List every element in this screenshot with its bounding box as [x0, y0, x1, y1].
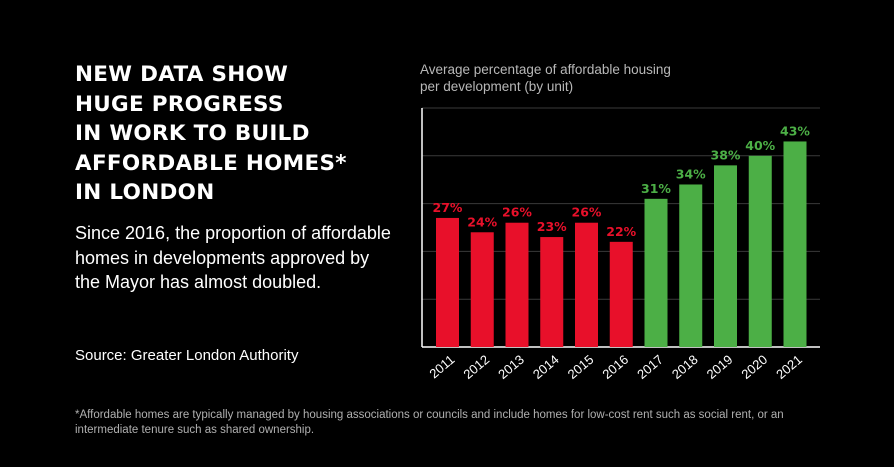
bar: [644, 198, 668, 347]
data-label: 24%: [467, 214, 497, 229]
x-tick-label: 2020: [738, 352, 770, 382]
bars: [436, 141, 807, 347]
data-label: 27%: [433, 200, 463, 215]
headline-line: HUGE PROGRESS: [75, 91, 284, 117]
data-labels: 27% 24% 26% 23% 26% 22% 31% 34% 38% 40% 43%: [433, 123, 811, 238]
bar: [609, 241, 633, 347]
x-tick-label: 2017: [634, 352, 666, 382]
x-tick-label: 2018: [669, 352, 701, 382]
headline-line: IN LONDON: [75, 180, 215, 205]
bar: [470, 232, 494, 347]
bar: [575, 222, 598, 347]
headline-line: NEW DATA SHOW: [75, 62, 289, 87]
bar: [748, 155, 772, 347]
data-label: 38%: [711, 147, 741, 162]
x-tick-label: 2015: [565, 352, 597, 382]
x-tick-label: 2019: [704, 352, 736, 382]
bar: [505, 222, 529, 347]
x-tick-label: 2011: [426, 352, 457, 381]
x-tick-label: 2021: [773, 352, 805, 382]
data-label: 26%: [502, 205, 532, 220]
data-label: 40%: [745, 138, 775, 153]
data-label: 31%: [641, 181, 671, 196]
bar: [783, 141, 807, 347]
body-text: Since 2016, the proportion of affordable…: [75, 223, 391, 292]
data-label: 26%: [572, 205, 602, 220]
data-label: 23%: [537, 219, 567, 234]
chart-title: Average percentage of affordable housing…: [420, 62, 671, 94]
headline-line: IN WORK TO BUILD: [75, 121, 310, 146]
bar: [714, 165, 737, 347]
footnote: *Affordable homes are typically managed …: [75, 409, 784, 436]
headline: NEW DATA SHOW HUGE PROGRESS IN WORK TO B…: [75, 60, 385, 208]
x-tick-label: 2012: [460, 352, 492, 382]
x-tick-labels: 2011 2012 2013 2014 2015 2016 2017 2018 2019 2020…: [426, 352, 805, 382]
bar: [540, 237, 564, 347]
data-label: 43%: [780, 123, 810, 138]
x-tick-label: 2014: [530, 352, 562, 382]
source-text: Source: Greater London Authority: [75, 347, 299, 364]
x-tick-label: 2013: [495, 352, 527, 382]
x-tick-label: 2016: [599, 352, 631, 382]
data-label: 34%: [676, 166, 706, 181]
bar: [679, 184, 703, 347]
bar: [436, 217, 459, 347]
data-label: 22%: [606, 224, 636, 239]
headline-line: AFFORDABLE HOMES*: [75, 150, 347, 176]
